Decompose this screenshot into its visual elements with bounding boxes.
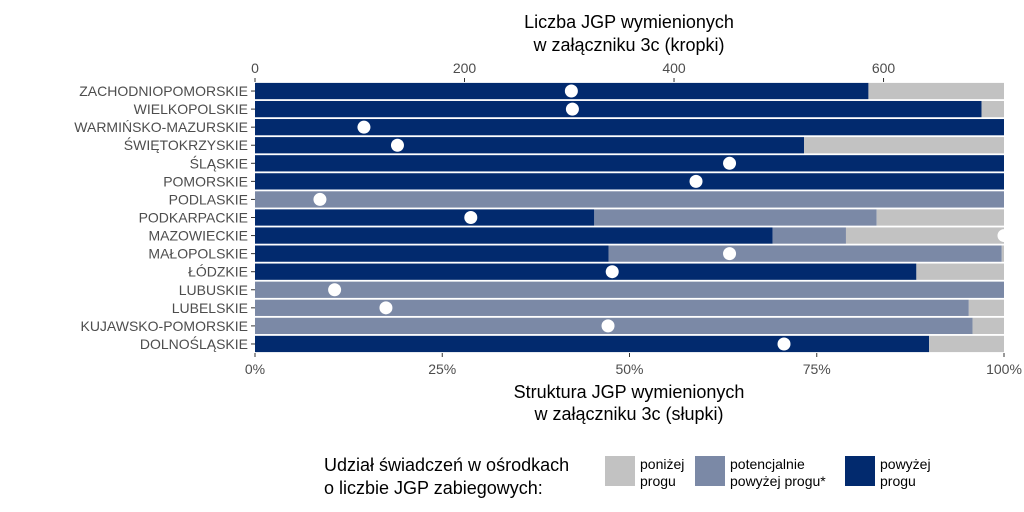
bottom-axis: 0% 25% 50% 75% 100% xyxy=(245,353,1022,377)
category-axis: ZACHODNIOPOMORSKIE WIELKOPOLSKIE WARMIŃSKO… xyxy=(74,83,255,352)
bar-above-9 xyxy=(255,245,609,262)
bar-below-3 xyxy=(804,137,1004,154)
bottom-tick-label-4: 100% xyxy=(986,361,1022,377)
legend-swatch-0 xyxy=(605,456,635,486)
category-label-12: LUBELSKIE xyxy=(172,300,248,316)
bottom-tick-label-3: 75% xyxy=(803,361,831,377)
category-label-1: WIELKOPOLSKIE xyxy=(134,101,248,117)
bar-above-8 xyxy=(255,227,773,244)
bar-below-1 xyxy=(981,100,1004,118)
category-label-11: LUBUSKIE xyxy=(179,282,248,298)
bar-below-9 xyxy=(1001,245,1004,262)
category-label-14: DOLNOŚLĄSKIE xyxy=(140,335,248,352)
legend-label-1-line-2: powyżej progu* xyxy=(730,473,826,489)
category-label-6: PODLASKIE xyxy=(169,191,248,207)
category-label-2: WARMIŃSKO-MAZURSKIE xyxy=(74,119,248,135)
dot-9 xyxy=(723,247,737,261)
legend: Udział świadczeń w ośrodkach o liczbie J… xyxy=(324,455,931,498)
dot-11 xyxy=(328,283,342,297)
top-tick-label-2: 400 xyxy=(662,60,686,76)
bar-above-14 xyxy=(255,335,930,353)
legend-title-line-2: o liczbie JGP zabiegowych: xyxy=(324,478,543,498)
bar-above-4 xyxy=(255,155,1004,172)
dots xyxy=(313,84,1011,351)
bar-potential-11 xyxy=(255,281,1004,298)
dot-2 xyxy=(357,120,371,134)
dot-13 xyxy=(601,319,615,333)
bar-below-7 xyxy=(876,209,1004,226)
bar-potential-6 xyxy=(255,191,1004,208)
dot-8 xyxy=(997,229,1011,243)
dot-4 xyxy=(723,156,737,170)
top-axis: 0 200 400 600 xyxy=(251,60,895,82)
category-label-8: MAZOWIECKIE xyxy=(148,228,248,244)
bar-potential-12 xyxy=(255,299,969,316)
dot-12 xyxy=(379,301,393,315)
bar-below-14 xyxy=(929,335,1004,353)
legend-swatch-1 xyxy=(695,456,725,486)
category-label-4: ŚLĄSKIE xyxy=(190,154,248,171)
legend-swatch-2 xyxy=(845,456,875,486)
legend-label-2-line-1: powyżej xyxy=(880,456,931,472)
bottom-axis-title-line-2: w załączniku 3c (słupki) xyxy=(533,404,723,424)
bottom-tick-label-1: 25% xyxy=(428,361,456,377)
legend-label-0-line-1: poniżej xyxy=(640,456,684,472)
dot-10 xyxy=(605,265,619,279)
bar-above-5 xyxy=(255,173,1004,190)
bottom-tick-label-2: 50% xyxy=(615,361,643,377)
bar-below-0 xyxy=(868,82,1004,100)
dot-5 xyxy=(689,174,703,188)
bar-potential-8 xyxy=(772,227,846,244)
dot-7 xyxy=(464,211,478,224)
top-tick-label-1: 200 xyxy=(453,60,477,76)
bar-potential-9 xyxy=(608,245,1002,262)
bar-above-0 xyxy=(255,82,869,100)
bar-above-10 xyxy=(255,263,917,280)
bar-potential-7 xyxy=(594,209,877,226)
category-label-0: ZACHODNIOPOMORSKIE xyxy=(79,83,248,99)
bar-above-7 xyxy=(255,209,595,226)
dot-14 xyxy=(777,337,791,351)
bar-above-2 xyxy=(255,119,1004,136)
top-tick-label-0: 0 xyxy=(251,60,259,76)
legend-label-1-line-1: potencjalnie xyxy=(730,456,805,472)
legend-label-2-line-2: progu xyxy=(880,473,916,489)
category-label-7: PODKARPACKIE xyxy=(139,210,248,226)
top-axis-title-line-1: Liczba JGP wymienionych xyxy=(524,12,734,32)
top-axis-title-line-2: w załączniku 3c (kropki) xyxy=(532,35,724,55)
bar-below-12 xyxy=(968,299,1004,316)
bar-below-10 xyxy=(916,263,1004,280)
category-label-10: ŁÓDZKIE xyxy=(188,264,248,280)
top-tick-label-3: 600 xyxy=(872,60,896,76)
bottom-tick-label-0: 0% xyxy=(245,361,265,377)
legend-label-0-line-2: progu xyxy=(640,473,676,489)
legend-title-line-1: Udział świadczeń w ośrodkach xyxy=(324,455,569,475)
bar-below-8 xyxy=(845,227,1004,244)
category-label-5: POMORSKIE xyxy=(163,173,248,189)
dot-3 xyxy=(390,138,404,152)
top-axis-title: Liczba JGP wymienionych w załączniku 3c … xyxy=(524,12,734,55)
category-label-13: KUJAWSKO-POMORSKIE xyxy=(80,318,248,334)
dot-6 xyxy=(313,192,327,206)
bottom-axis-title-line-1: Struktura JGP wymienionych xyxy=(514,382,745,402)
category-label-9: MAŁOPOLSKIE xyxy=(148,246,248,262)
dot-0 xyxy=(564,84,578,98)
bar-above-1 xyxy=(255,100,982,118)
bar-below-13 xyxy=(972,317,1004,335)
bars xyxy=(255,82,1004,353)
bottom-axis-title: Struktura JGP wymienionych w załączniku … xyxy=(514,382,745,424)
bar-above-3 xyxy=(255,137,805,154)
dot-1 xyxy=(565,102,579,116)
category-label-3: ŚWIĘTOKRZYSKIE xyxy=(124,136,248,153)
